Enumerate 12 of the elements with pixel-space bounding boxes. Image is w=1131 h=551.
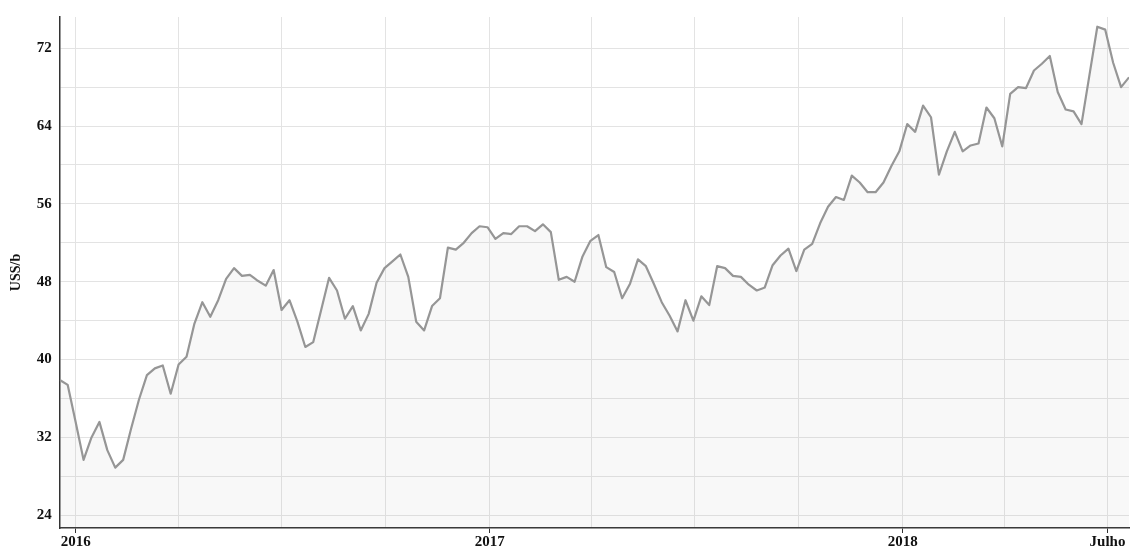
y-axis-title: USS/b	[8, 253, 24, 292]
x-tick-label: Julho	[1089, 532, 1126, 549]
x-tick-label: 2018	[887, 532, 918, 549]
y-tick-label: 48	[36, 272, 52, 289]
y-tick-label: 56	[36, 194, 53, 211]
x-tick-label: 2017	[474, 532, 506, 549]
y-tick-label: 72	[36, 39, 52, 56]
y-tick-label: 24	[36, 506, 53, 523]
y-tick-label: 64	[36, 116, 53, 133]
y-tick-label: 40	[36, 350, 52, 367]
y-tick-label: 32	[36, 428, 52, 445]
x-tick-label: 2016	[60, 532, 92, 549]
